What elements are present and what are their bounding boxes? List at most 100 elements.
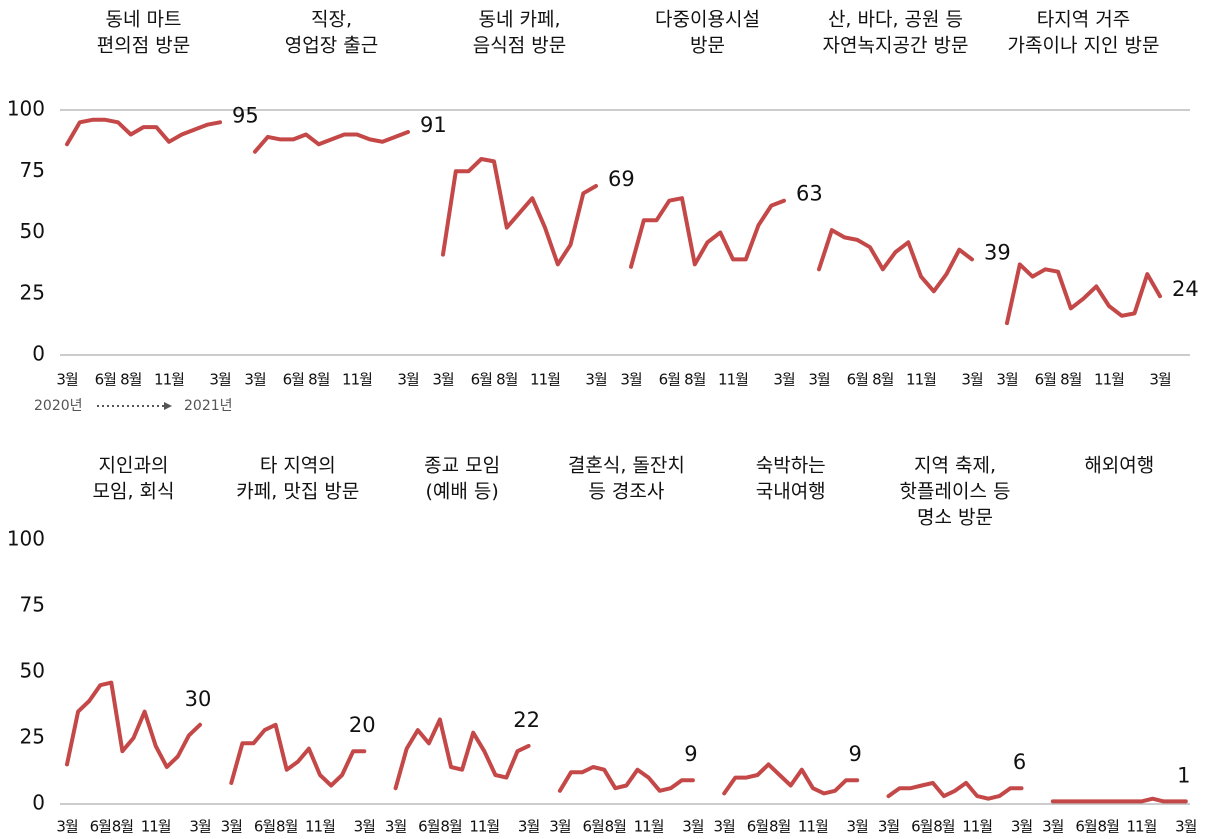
y-tick-label: 0 — [32, 342, 45, 366]
panel-title: 영업장 출근 — [285, 35, 378, 57]
x-tick-label: 11월 — [530, 371, 560, 389]
data-label: 6 — [1013, 750, 1026, 774]
x-tick-label: 3월 — [1175, 818, 1197, 836]
panel-title: 가족이나 지인 방문 — [1008, 35, 1160, 57]
x-tick-label: 8월 — [769, 818, 791, 836]
x-tick-label: 6월 — [418, 818, 440, 836]
y-tick-label: 50 — [20, 219, 45, 243]
panel-title: 핫플레이스 등 — [900, 481, 1011, 503]
x-tick-label: 6월 — [659, 371, 681, 389]
y-tick-label: 25 — [20, 725, 45, 749]
x-tick-label: 11월 — [1094, 371, 1124, 389]
data-label: 20 — [349, 713, 376, 737]
x-tick-label: 8월 — [120, 371, 142, 389]
x-tick-label: 11월 — [469, 818, 499, 836]
series-line — [886, 780, 1024, 801]
y-tick-label: 100 — [7, 527, 45, 551]
series-line — [722, 762, 860, 796]
x-tick-label: 3월 — [585, 371, 607, 389]
y-tick-label: 100 — [7, 97, 45, 121]
x-tick-label: 8월 — [872, 371, 894, 389]
x-tick-label: 6월 — [90, 818, 112, 836]
data-label: 24 — [1172, 277, 1199, 301]
x-tick-label: 11월 — [962, 818, 992, 836]
panel-title: 해외여행 — [1084, 455, 1154, 477]
x-tick-label: 3월 — [354, 818, 376, 836]
annotation: 2021년 — [184, 398, 233, 414]
x-tick-label: 6월 — [1075, 818, 1097, 836]
x-tick-label: 11월 — [141, 818, 171, 836]
panel-title: 타 지역의 — [260, 455, 336, 477]
series-line — [65, 117, 222, 147]
x-tick-label: 3월 — [385, 818, 407, 836]
x-tick-label: 8월 — [276, 818, 298, 836]
series-line — [65, 680, 202, 769]
x-tick-label: 3월 — [432, 371, 454, 389]
x-tick-label: 3월 — [620, 371, 642, 389]
x-tick-label: 8월 — [496, 371, 518, 389]
x-tick-label: 8월 — [440, 818, 462, 836]
x-tick-label: 11월 — [798, 818, 828, 836]
x-tick-label: 3월 — [1149, 371, 1171, 389]
x-tick-label: 6월 — [283, 371, 305, 389]
x-tick-label: 3월 — [244, 371, 266, 389]
data-label: 91 — [420, 113, 447, 137]
series-line — [229, 722, 367, 788]
panel-title: 편의점 방문 — [97, 35, 190, 57]
panel-title: 방문 — [690, 35, 725, 57]
x-tick-label: 3월 — [549, 818, 571, 836]
panel-title: 음식점 방문 — [473, 35, 566, 57]
x-tick-label: 11월 — [634, 818, 664, 836]
panel-title: 직장, — [311, 9, 352, 31]
panel-title: 종교 모임 — [424, 455, 500, 477]
x-tick-label: 6월 — [254, 818, 276, 836]
x-tick-label: 3월 — [714, 818, 736, 836]
x-tick-label: 3월 — [209, 371, 231, 389]
x-tick-label: 6월 — [95, 371, 117, 389]
x-tick-label: 3월 — [808, 371, 830, 389]
panel-title: 지인과의 — [99, 455, 169, 477]
panel-title: 카페, 맛집 방문 — [236, 481, 359, 503]
x-tick-label: 3월 — [189, 818, 211, 836]
data-label: 30 — [185, 687, 212, 711]
series-line — [1050, 796, 1188, 804]
panel-title: 명소 방문 — [917, 507, 993, 529]
annotation: 2020년 — [34, 398, 83, 414]
y-tick-label: 50 — [20, 659, 45, 683]
data-label: 39 — [984, 240, 1011, 264]
series-line — [253, 130, 410, 154]
x-tick-label: 11월 — [718, 371, 748, 389]
panel-title: 자연녹지공간 방문 — [823, 35, 969, 57]
x-tick-label: 3월 — [1011, 818, 1033, 836]
y-tick-label: 0 — [32, 791, 45, 815]
series-line — [393, 717, 531, 791]
x-tick-label: 3월 — [56, 818, 78, 836]
annotation-arrowhead — [164, 402, 172, 410]
data-label: 95 — [232, 103, 259, 127]
x-tick-label: 11월 — [906, 371, 936, 389]
x-tick-label: 6월 — [911, 818, 933, 836]
data-label: 22 — [513, 708, 540, 732]
x-tick-label: 3월 — [397, 371, 419, 389]
x-tick-label: 8월 — [308, 371, 330, 389]
panel-title: (예배 등) — [425, 481, 498, 503]
x-tick-label: 6월 — [1035, 371, 1057, 389]
x-tick-label: 8월 — [684, 371, 706, 389]
x-tick-label: 6월 — [847, 371, 869, 389]
data-label: 1 — [1177, 763, 1190, 787]
x-tick-label: 11월 — [154, 371, 184, 389]
panel-title: 지역 축제, — [914, 455, 996, 477]
x-tick-label: 11월 — [305, 818, 335, 836]
x-tick-label: 8월 — [605, 818, 627, 836]
x-tick-label: 6월 — [471, 371, 493, 389]
panel-title: 타지역 거주 — [1037, 9, 1130, 31]
series-line — [817, 228, 974, 294]
x-tick-label: 3월 — [1042, 818, 1064, 836]
series-line — [557, 765, 695, 793]
panel-title: 숙박하는 — [756, 455, 826, 477]
x-tick-label: 8월 — [1060, 371, 1082, 389]
x-tick-label: 3월 — [878, 818, 900, 836]
x-tick-label: 6월 — [747, 818, 769, 836]
x-tick-label: 8월 — [933, 818, 955, 836]
